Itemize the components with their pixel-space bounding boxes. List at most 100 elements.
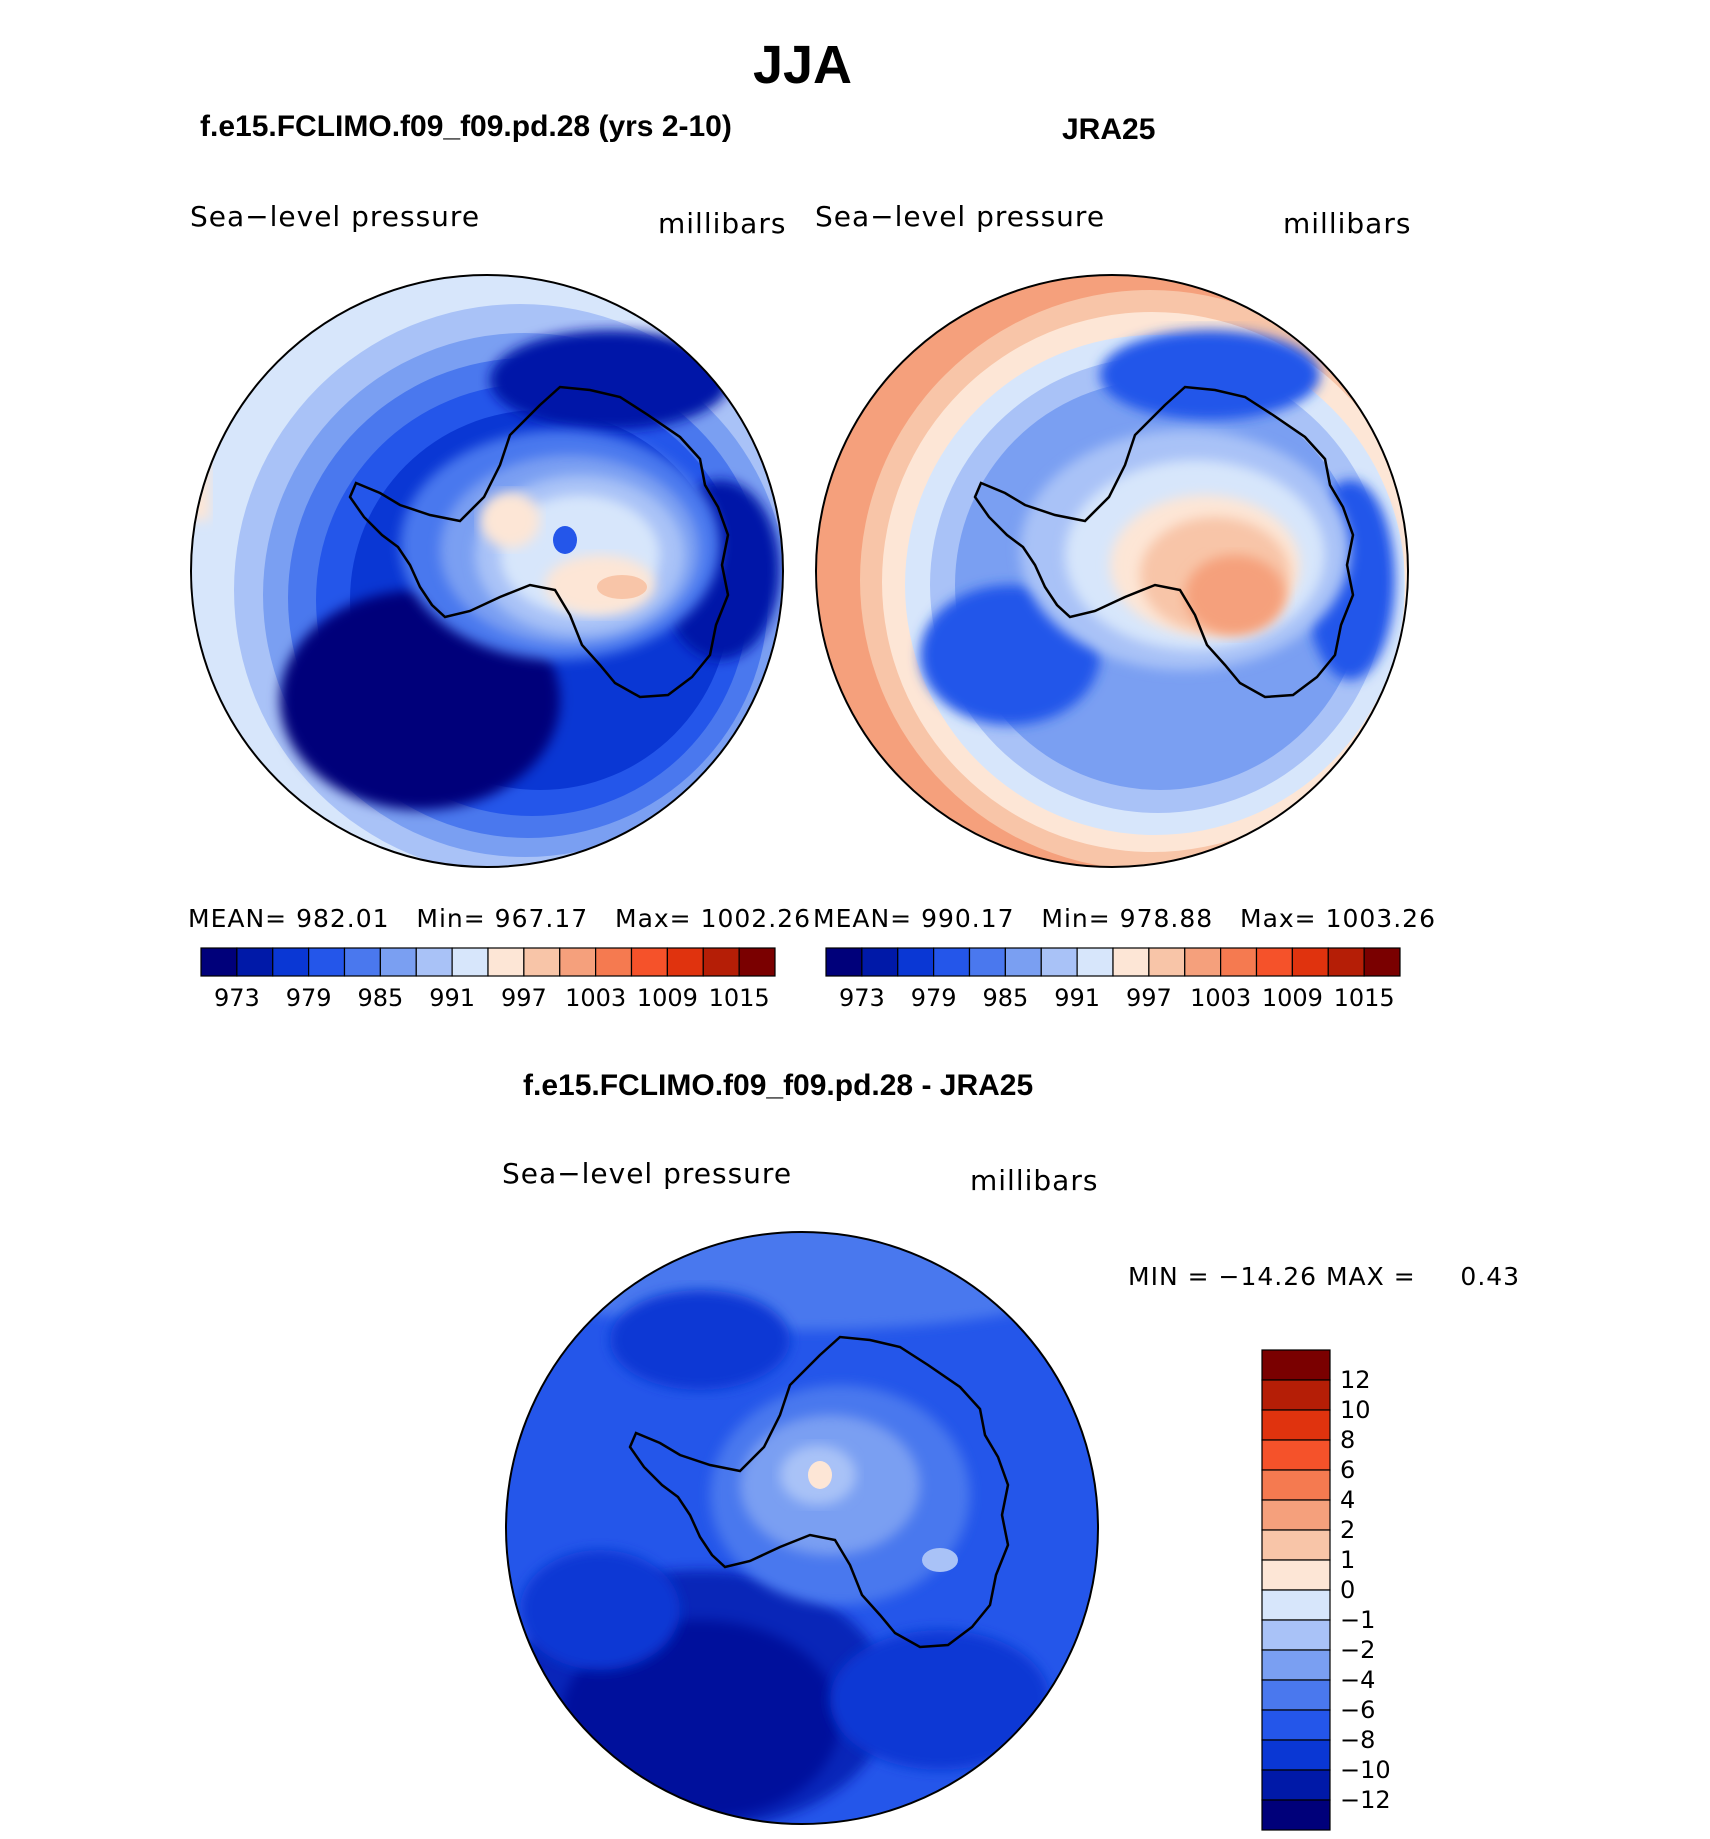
colorbar-swatch: [1363, 947, 1401, 977]
colorbar-tick-label: −1: [1340, 1606, 1376, 1634]
colorbar-tick-label: 985: [357, 984, 404, 1012]
colorbar-swatch: [1261, 1739, 1331, 1771]
colorbar-swatch: [1261, 1379, 1331, 1411]
panel-obs-units: millibars: [1283, 207, 1412, 240]
colorbar-tick-label: 1: [1340, 1546, 1356, 1574]
colorbar-swatch: [1261, 1469, 1331, 1501]
colorbar-swatch: [200, 947, 238, 977]
map-obs-border: [815, 274, 1409, 868]
panel-model-title: f.e15.FCLIMO.f09_f09.pd.28 (yrs 2-10): [200, 110, 732, 143]
colorbar-swatch: [1261, 1439, 1331, 1471]
colorbar-swatch: [272, 947, 310, 977]
colorbar-tick-label: 12: [1340, 1366, 1371, 1394]
colorbar-swatch: [1004, 947, 1042, 977]
colorbar-swatch: [1261, 1559, 1331, 1591]
colorbar-tick-label: 1003: [1190, 984, 1252, 1012]
colorbar-swatch: [1040, 947, 1078, 977]
colorbar-model: [200, 947, 776, 977]
colorbar-tick-label: 991: [1054, 984, 1101, 1012]
panel-model-stats: MEAN= 982.01 Min= 967.17 Max= 1002.26: [188, 904, 811, 933]
colorbar-swatch: [1148, 947, 1186, 977]
map-model: [191, 275, 783, 867]
colorbar-swatch: [1261, 1679, 1331, 1711]
panel-diff-stats: MIN = −14.26 MAX = 0.43: [1128, 1262, 1520, 1291]
min-label: Min=: [416, 904, 486, 933]
min-label: MIN =: [1128, 1262, 1210, 1291]
colorbar-swatch: [487, 947, 525, 977]
colorbar-tick-label: 0: [1340, 1576, 1356, 1604]
colorbar-swatch: [1184, 947, 1222, 977]
colorbar-swatch: [379, 947, 417, 977]
map-diff: [506, 1232, 1098, 1824]
colorbar-swatch: [1261, 1529, 1331, 1561]
min-value: 978.88: [1119, 904, 1214, 933]
colorbar-swatch: [1076, 947, 1114, 977]
colorbar-diff: [1261, 1349, 1331, 1831]
panel-obs-stats: MEAN= 990.17 Min= 978.88 Max= 1003.26: [813, 904, 1436, 933]
max-label: Max=: [1240, 904, 1317, 933]
max-value: 1003.26: [1325, 904, 1436, 933]
colorbar-swatch: [1112, 947, 1150, 977]
colorbar-tick-label: 1009: [636, 984, 698, 1012]
colorbar-swatch: [595, 947, 633, 977]
colorbar-tick-label: −6: [1340, 1696, 1376, 1724]
colorbar-tick-label: −4: [1340, 1666, 1376, 1694]
colorbar-tick-label: −12: [1340, 1786, 1391, 1814]
colorbar-swatch: [1327, 947, 1365, 977]
colorbar-tick-label: −2: [1340, 1636, 1376, 1664]
max-value: 1002.26: [700, 904, 811, 933]
colorbar-swatch: [897, 947, 935, 977]
colorbar-swatch: [738, 947, 776, 977]
panel-diff-units: millibars: [970, 1164, 1099, 1197]
panel-obs-title: JRA25: [1062, 113, 1156, 146]
map-model-border: [190, 274, 784, 868]
colorbar-swatch: [1220, 947, 1258, 977]
colorbar-tick-label: −10: [1340, 1756, 1391, 1784]
colorbar-swatch: [559, 947, 597, 977]
colorbar-tick-label: 979: [910, 984, 957, 1012]
colorbar-swatch: [1255, 947, 1293, 977]
panel-obs-variable: Sea−level pressure: [815, 200, 1106, 233]
colorbar-tick-label: 997: [500, 984, 547, 1012]
colorbar-swatch: [1261, 1709, 1331, 1741]
panel-model-variable: Sea−level pressure: [190, 200, 481, 233]
colorbar-swatch: [308, 947, 346, 977]
colorbar-tick-label: 2: [1340, 1516, 1356, 1544]
colorbar-swatch: [1261, 1409, 1331, 1441]
colorbar-swatch: [343, 947, 381, 977]
colorbar-tick-label: 4: [1340, 1486, 1356, 1514]
max-label: Max=: [615, 904, 692, 933]
colorbar-tick-label: 997: [1125, 984, 1172, 1012]
mean-value: 990.17: [921, 904, 1015, 933]
colorbar-tick-label: 1003: [565, 984, 627, 1012]
colorbar-swatch: [1291, 947, 1329, 977]
colorbar-swatch: [861, 947, 899, 977]
colorbar-swatch: [666, 947, 704, 977]
min-label: Min=: [1041, 904, 1111, 933]
colorbar-tick-label: 1015: [1333, 984, 1395, 1012]
colorbar-swatch: [523, 947, 561, 977]
colorbar-obs: [825, 947, 1401, 977]
max-value: 0.43: [1460, 1262, 1521, 1291]
colorbar-tick-label: 991: [429, 984, 476, 1012]
map-diff-border: [505, 1231, 1099, 1825]
colorbar-swatch: [1261, 1649, 1331, 1681]
mean-label: MEAN=: [188, 904, 288, 933]
panel-model-units: millibars: [658, 207, 787, 240]
max-label: MAX =: [1325, 1262, 1416, 1291]
panel-diff-title: f.e15.FCLIMO.f09_f09.pd.28 - JRA25: [523, 1069, 1034, 1102]
colorbar-tick-label: 985: [982, 984, 1029, 1012]
colorbar-tick-label: 1015: [708, 984, 770, 1012]
colorbar-swatch: [825, 947, 863, 977]
figure-title: JJA: [752, 35, 853, 95]
colorbar-swatch: [1261, 1619, 1331, 1651]
colorbar-swatch: [630, 947, 668, 977]
colorbar-tick-label: 8: [1340, 1426, 1356, 1454]
colorbar-swatch: [236, 947, 274, 977]
min-value: −14.26: [1218, 1262, 1318, 1291]
colorbar-tick-label: 1009: [1261, 984, 1323, 1012]
colorbar-tick-label: −8: [1340, 1726, 1376, 1754]
colorbar-swatch: [968, 947, 1006, 977]
map-obs: [816, 275, 1408, 867]
